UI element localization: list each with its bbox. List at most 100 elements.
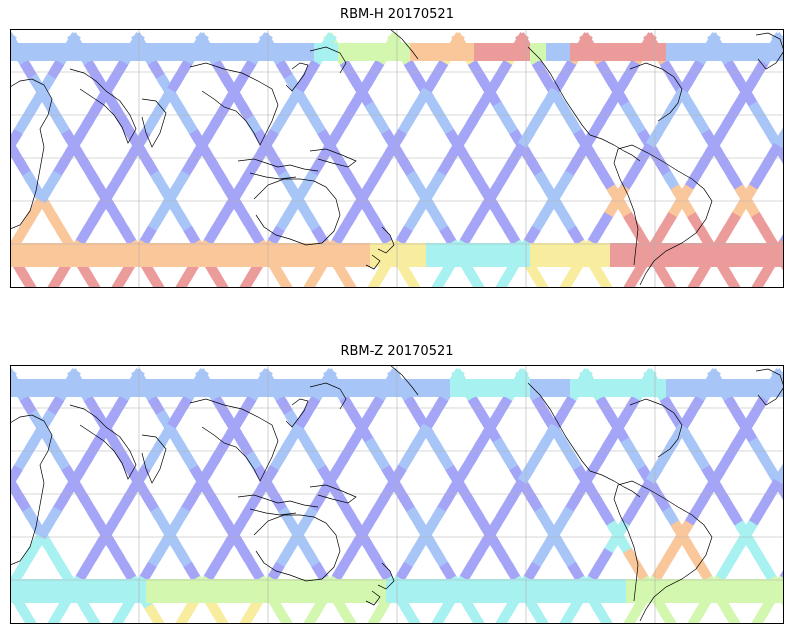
south-band-cell (18, 579, 27, 603)
north-band-cell (234, 379, 243, 397)
north-band-cell (226, 43, 235, 61)
swath-segment (656, 603, 678, 624)
south-band-cell (194, 243, 203, 267)
swath-segment (336, 267, 358, 288)
north-band-cell (178, 379, 187, 397)
south-band-cell (666, 243, 675, 267)
north-band-cell (98, 43, 107, 61)
south-band-cell (450, 579, 459, 603)
graticule (10, 29, 784, 288)
north-band-cell (146, 43, 155, 61)
south-band-cell (666, 579, 675, 603)
north-band-cell (386, 379, 395, 397)
north-band-cell (74, 379, 83, 397)
coastline (589, 470, 641, 498)
south-band-cell (722, 579, 731, 603)
north-band-cell (194, 43, 203, 61)
south-band-cell (378, 579, 387, 603)
north-band-cell (522, 379, 531, 397)
south-band-cell (402, 579, 411, 603)
north-band-cell (202, 43, 211, 61)
north-band-cell (218, 43, 227, 61)
south-band-cell (82, 243, 91, 267)
north-band-cell (98, 379, 107, 397)
south-band-cell (162, 579, 171, 603)
north-band-cell (90, 379, 99, 397)
swath-segment (80, 267, 102, 288)
south-band-cell (474, 243, 483, 267)
south-band-cell (738, 243, 747, 267)
north-band-cell (698, 379, 707, 397)
south-band-cell (642, 579, 651, 603)
south-band-cell (562, 243, 571, 267)
south-band-cell (322, 243, 331, 267)
north-band-cell (154, 43, 163, 61)
south-band-cell (426, 243, 435, 267)
south-band-cell (538, 243, 547, 267)
map-panel-rbm-z (10, 365, 784, 624)
north-band-cell (762, 43, 771, 61)
south-band-cell (770, 579, 779, 603)
north-band-cell (554, 379, 563, 397)
south-band-cell (282, 579, 291, 603)
coastline (589, 134, 641, 162)
south-band-cell (10, 579, 19, 603)
swath-segment (366, 603, 388, 624)
north-band-cell (122, 379, 131, 397)
south-band-cell (530, 243, 539, 267)
south-band-cell (730, 243, 739, 267)
north-band-cell (754, 379, 763, 397)
north-band-cell (194, 379, 203, 397)
swath-segment (10, 128, 23, 156)
north-band-cell (322, 43, 331, 61)
south-band-cell (570, 243, 579, 267)
north-band-cell (554, 43, 563, 61)
south-band-cell (674, 243, 683, 267)
north-band-cell (682, 379, 691, 397)
south-band-cell (538, 579, 547, 603)
north-band-cell (26, 43, 35, 61)
north-band-cell (122, 43, 131, 61)
swath-segment (494, 267, 516, 288)
coastline (237, 158, 319, 172)
south-band-cell (154, 579, 163, 603)
north-band-cell (514, 379, 523, 397)
north-band-cell (146, 379, 155, 397)
south-band-cell (274, 243, 283, 267)
north-band-cell (322, 379, 331, 397)
south-band-cell (34, 579, 43, 603)
south-band-cell (434, 579, 443, 603)
coastline (389, 365, 419, 396)
north-band-cell (770, 43, 779, 61)
north-band-cell (594, 43, 603, 61)
north-band-cell (186, 43, 195, 61)
south-band-cell (562, 579, 571, 603)
south-band-cell (346, 243, 355, 267)
swath-segment (400, 267, 422, 288)
coastline (69, 404, 137, 480)
north-band-cell (130, 379, 139, 397)
south-band-cell (490, 579, 499, 603)
south-band-cell (698, 243, 707, 267)
swath-segment (494, 603, 516, 624)
south-band-cell (402, 243, 411, 267)
south-band-cell (458, 579, 467, 603)
north-band-cell (330, 43, 339, 61)
south-band-cell (306, 243, 315, 267)
south-band-cell (762, 243, 771, 267)
coastlines (10, 365, 784, 622)
north-band-cell (210, 43, 219, 61)
south-band-cell (218, 579, 227, 603)
north-band-cell (282, 379, 291, 397)
swath-segment (592, 603, 614, 624)
north-band-cell (250, 43, 259, 61)
swath-segment (110, 267, 132, 288)
north-band-cell (706, 43, 715, 61)
swath-segment (336, 603, 358, 624)
north-band-cell (114, 379, 123, 397)
north-band-cell (330, 379, 339, 397)
swath-segment (592, 267, 614, 288)
north-band-cell (218, 379, 227, 397)
satellite-swaths (10, 368, 784, 624)
south-band-cell (442, 243, 451, 267)
